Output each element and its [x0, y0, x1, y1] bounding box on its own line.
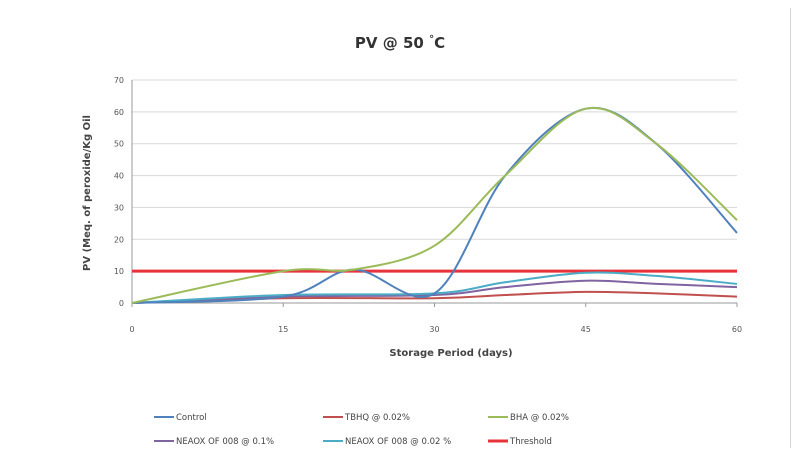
series-line-neaox-of-008-0-02: [131, 271, 738, 304]
y-tick-label: 30: [114, 203, 124, 212]
x-tick-label: 45: [581, 325, 591, 334]
y-tick-label: 20: [114, 235, 124, 244]
title-main: PV @ 50: [355, 34, 429, 52]
y-tick-label: 50: [114, 140, 124, 149]
title-unit: C: [434, 34, 445, 52]
y-axis-label: PV (Meq. of peroxide/Kg Oil: [82, 115, 93, 271]
x-axis-ticks: 0 15 30 45 60: [129, 303, 742, 334]
series-line-neaox-of-008-0-1: [131, 279, 738, 304]
y-tick-label: 70: [114, 76, 124, 85]
y-tick-label: 10: [114, 267, 124, 276]
series-line-bha-0-02: [131, 106, 738, 304]
series-lines: [131, 106, 738, 304]
x-tick-label: 30: [429, 325, 439, 334]
legend: Control TBHQ @ 0.02% BHA @ 0.02% NEAOX OF 0…: [154, 413, 569, 447]
legend-label-control: Control: [176, 413, 207, 423]
x-axis-label: Storage Period (days): [389, 348, 512, 359]
legend-label-threshold: Threshold: [509, 437, 552, 447]
title-degree: °: [429, 34, 434, 45]
y-tick-label: 60: [114, 108, 124, 117]
line-chart: PV @ 50 °C 0 10 20 30 40 50 60 70 0 15 30 45 60 Sto…: [82, 34, 742, 447]
legend-label-neaox-of-008-0-02: NEAOX OF 008 @ 0.02 %: [345, 437, 451, 447]
legend-label-tbhq-0-02: TBHQ @ 0.02%: [344, 413, 410, 423]
y-axis-ticks: 0 10 20 30 40 50 60 70: [114, 76, 124, 308]
legend-label-neaox-of-008-0-1: NEAOX OF 008 @ 0.1%: [176, 437, 274, 447]
y-tick-label: 40: [114, 172, 124, 181]
x-tick-label: 60: [732, 325, 742, 334]
legend-label-bha-0-02: BHA @ 0.02%: [510, 413, 569, 423]
x-tick-label: 15: [278, 325, 288, 334]
x-tick-label: 0: [129, 325, 134, 334]
y-tick-label: 0: [119, 299, 124, 308]
chart-frame: PV @ 50 °C 0 10 20 30 40 50 60 70 0 15 30 45 60 Sto…: [14, 8, 791, 448]
chart-title: PV @ 50 °C: [355, 34, 445, 52]
gridlines: [131, 79, 737, 304]
